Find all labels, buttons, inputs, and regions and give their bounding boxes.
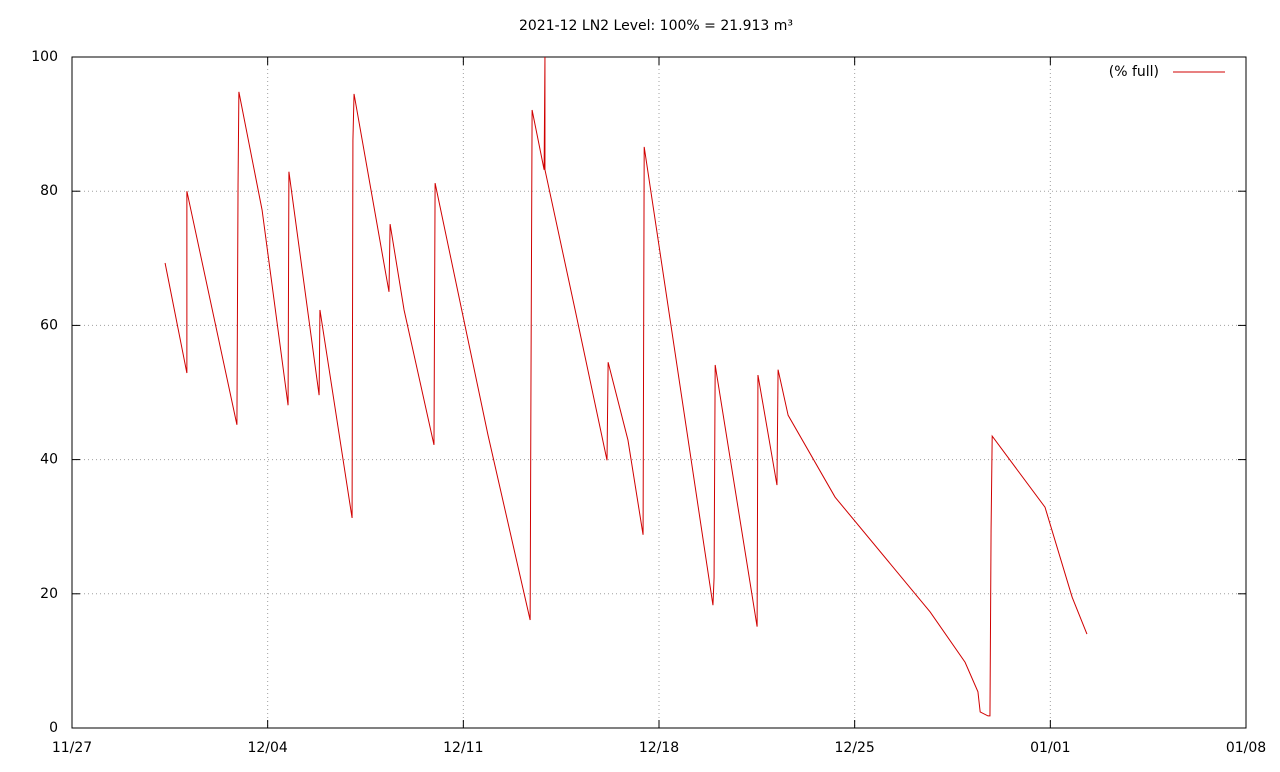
y-tick-label: 20: [40, 586, 58, 602]
plot-frame: [71, 56, 1247, 729]
y-tick-label: 40: [40, 452, 58, 468]
x-tick-label: 12/04: [247, 740, 287, 756]
x-tick-label: 12/25: [834, 740, 874, 756]
x-tick-label: 12/11: [443, 740, 483, 756]
x-tick-label: 12/18: [639, 740, 679, 756]
x-tick-label: 11/27: [52, 740, 92, 756]
legend-label: (% full): [1109, 64, 1159, 80]
y-tick-label: 100: [31, 49, 58, 65]
y-tick-label: 60: [40, 317, 58, 333]
y-tick-label: 80: [40, 183, 58, 199]
chart-title: 2021-12 LN2 Level: 100% = 21.913 m³: [519, 18, 793, 34]
y-tick-label: 0: [49, 720, 58, 736]
x-tick-label: 01/08: [1226, 740, 1266, 756]
data-line: [164, 56, 1088, 717]
x-tick-label: 01/01: [1030, 740, 1070, 756]
